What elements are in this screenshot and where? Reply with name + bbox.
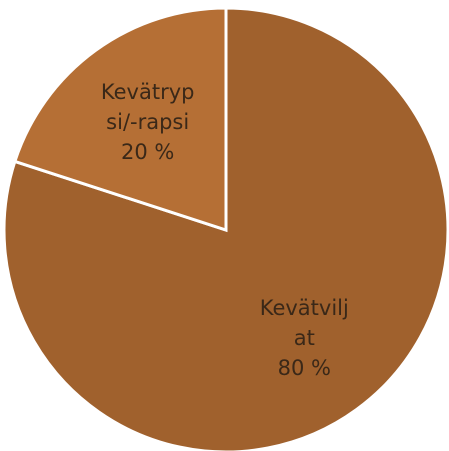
category-label: Kevätviljat [259, 295, 349, 350]
value-label: 20 % [121, 140, 175, 165]
value-label: 80 % [277, 355, 331, 380]
slice-label: Kevätrypsi/-rapsi 20 % [98, 77, 198, 167]
pie-slice [12, 6, 228, 233]
slice-label: Kevätviljat 80 % [254, 293, 354, 383]
category-label: Kevätrypsi/-rapsi [100, 80, 195, 135]
